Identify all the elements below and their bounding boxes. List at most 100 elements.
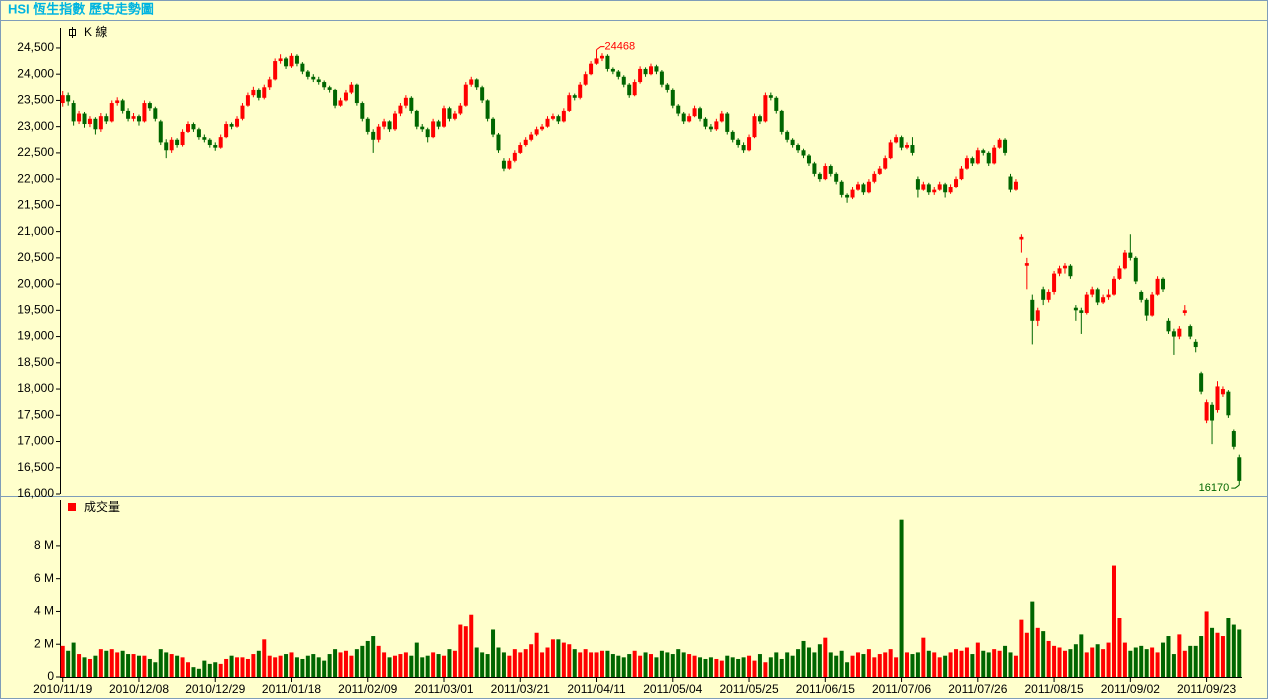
volume-bar <box>599 650 604 677</box>
y-tick-label: 22,000 <box>17 171 54 185</box>
volume-bar <box>300 658 305 677</box>
candle-body <box>959 168 964 180</box>
candle-body <box>806 155 811 164</box>
candle-body <box>169 139 174 151</box>
x-tick-label: 2011/04/11 <box>567 682 626 696</box>
volume-bar <box>278 655 283 677</box>
candle-body <box>812 163 817 174</box>
volume-bar <box>714 658 719 677</box>
candle-body <box>294 55 299 64</box>
volume-bar <box>1193 645 1198 677</box>
candle-body <box>649 66 653 75</box>
volume-bar <box>442 655 447 677</box>
volume-bar <box>605 650 610 677</box>
volume-bar <box>382 652 387 677</box>
candle-body <box>834 173 839 182</box>
volume-bar <box>1041 631 1046 677</box>
candle-body <box>469 79 474 85</box>
candle-body <box>300 63 305 72</box>
x-tick-label: 2011/07/26 <box>948 682 1007 696</box>
x-tick-label: 2010/12/29 <box>185 682 245 696</box>
volume-bar <box>322 660 327 677</box>
volume-bar <box>768 657 773 677</box>
candle-body <box>240 105 245 119</box>
candle-body <box>289 55 294 67</box>
volume-bar <box>392 655 397 677</box>
y-tick-label: 18,500 <box>17 355 54 369</box>
candle-body <box>458 105 463 114</box>
y-tick-label: 23,000 <box>17 119 54 133</box>
candle-body <box>398 105 403 114</box>
candle-body <box>954 179 959 188</box>
volume-bar <box>997 650 1002 677</box>
candle-body <box>556 116 561 122</box>
volume-bar <box>932 652 937 677</box>
candle-body <box>605 55 610 69</box>
candle-body <box>153 108 158 119</box>
candle-body <box>278 58 283 62</box>
volume-bar <box>1139 645 1144 677</box>
volume-bar <box>458 624 463 677</box>
volume-bar <box>240 657 245 677</box>
y-tick-label: 6 M <box>34 571 54 585</box>
volume-bar <box>436 654 441 677</box>
volume-bar <box>431 652 436 677</box>
candle-body <box>768 95 773 98</box>
annotation-leader <box>1231 484 1240 489</box>
y-tick-label: 20,500 <box>17 250 54 264</box>
volume-bar <box>545 647 550 677</box>
candle-body <box>1210 404 1215 421</box>
candle-body <box>997 139 1002 148</box>
candle-body <box>905 145 910 148</box>
candle-body <box>1171 331 1176 337</box>
volume-bar <box>659 650 664 677</box>
candle-body <box>365 118 370 132</box>
volume-bar <box>866 649 871 677</box>
y-tick-label: 16,000 <box>17 486 54 500</box>
volume-bar <box>621 657 626 677</box>
candle-body <box>1204 402 1209 421</box>
candle-body <box>191 124 196 130</box>
volume-bar <box>1068 649 1073 677</box>
volume-bar <box>638 655 643 677</box>
volume-bar <box>360 645 365 677</box>
volume-bar <box>855 652 860 677</box>
volume-bar <box>343 650 348 677</box>
candle-body <box>66 95 71 102</box>
candle-body <box>790 139 795 146</box>
candle-body <box>218 137 223 148</box>
volume-bar <box>719 660 724 677</box>
candle-body <box>610 68 615 72</box>
volume-bar <box>850 655 855 677</box>
candle-body <box>943 184 948 193</box>
volume-bar <box>975 642 980 677</box>
candle-body <box>392 113 397 130</box>
volume-bar <box>1226 618 1231 677</box>
volume-bar <box>82 657 87 677</box>
volume-bar <box>1182 650 1187 677</box>
candle-body <box>1057 268 1062 274</box>
y-tick-label: 4 M <box>34 604 54 618</box>
volume-bar <box>93 655 98 677</box>
candle-body <box>665 84 670 90</box>
x-tick-label: 2011/01/18 <box>262 682 321 696</box>
candle-body <box>354 84 359 104</box>
candle-body <box>1166 320 1171 332</box>
x-tick-label: 2011/03/21 <box>491 682 550 696</box>
candle-body <box>1052 273 1057 292</box>
candle-body <box>1220 389 1225 395</box>
volume-bar <box>801 640 806 677</box>
candle-body <box>485 100 490 119</box>
volume-bar <box>921 637 926 677</box>
candle-body <box>1013 181 1018 190</box>
volume-bar <box>398 654 403 677</box>
candle-body <box>496 134 501 151</box>
candle-body <box>899 137 904 148</box>
volume-bar <box>267 655 272 677</box>
volume-bar <box>1062 650 1067 677</box>
volume-bar <box>311 654 316 677</box>
y-tick-label: 17,000 <box>17 434 54 448</box>
candle-body <box>403 97 408 106</box>
candle-body <box>382 121 387 127</box>
volume-bar <box>376 645 381 677</box>
